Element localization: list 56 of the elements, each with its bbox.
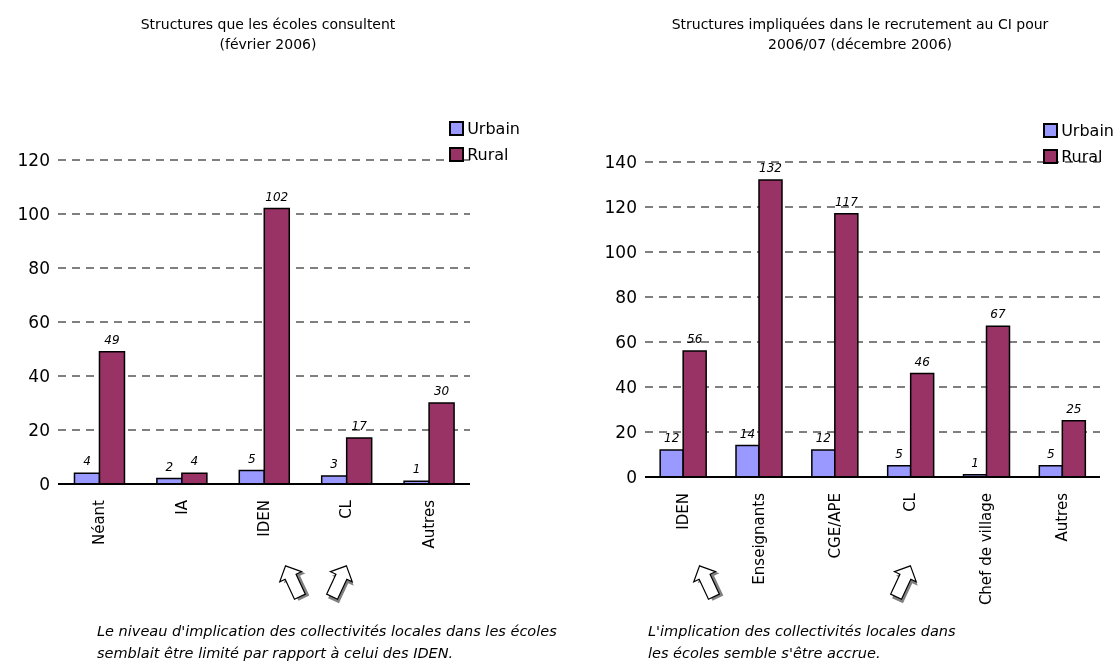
- x-tick-label: IDEN: [673, 493, 692, 530]
- text: Le niveau d'implication des collectivités locales dans les écoles semblait être limité par rapport à celui des IDEN.: [97, 622, 558, 663]
- data-label: 49: [104, 332, 120, 347]
- y-tick-label: 80: [615, 287, 637, 308]
- y-tick-label: 120: [17, 150, 50, 171]
- y-tick-label: 40: [28, 366, 50, 387]
- data-label: 4: [190, 454, 199, 469]
- x-tick-label: CL: [901, 492, 920, 512]
- legend-label: Rural: [1061, 146, 1103, 166]
- y-tick-label: 100: [604, 242, 637, 263]
- x-tick-label: IA: [172, 499, 191, 515]
- y-tick-label: 60: [28, 312, 50, 333]
- legend-label: Urbain: [467, 118, 520, 138]
- y-tick-label: 80: [28, 258, 50, 279]
- data-label: 30: [433, 384, 450, 398]
- data-label: 1: [971, 455, 979, 470]
- data-label: 12: [815, 431, 831, 445]
- x-tick-label: CGE/APE: [825, 493, 844, 559]
- data-label: 56: [687, 332, 703, 346]
- x-tick-label: IDEN: [255, 500, 273, 537]
- y-tick-label: 100: [17, 204, 50, 225]
- y-tick-label: 140: [604, 152, 637, 173]
- y-tick-label: 40: [615, 377, 637, 398]
- data-label: 12: [664, 431, 680, 445]
- y-tick-label: 0: [39, 474, 50, 495]
- x-tick-label: Enseignants: [749, 492, 768, 585]
- y-tick-label: 20: [615, 422, 637, 443]
- y-tick-label: 0: [626, 467, 637, 488]
- text: L'implication des collectivités locales dans les écoles semble s'être accrue.: [648, 622, 957, 663]
- chart-title: Structures que les écoles consultent (février 2006): [139, 15, 397, 54]
- x-tick-label: Autres: [1053, 492, 1072, 542]
- chart-title: Structures impliquées dans le recrutement au CI pour 2006/07 (décembre 2006): [670, 15, 1050, 54]
- data-label: 14: [739, 426, 756, 441]
- data-label: 67: [990, 307, 1006, 322]
- data-label: 5: [895, 446, 903, 461]
- data-label: 132: [759, 161, 782, 175]
- data-label: 25: [1066, 401, 1082, 416]
- x-tick-label: Chef de village: [977, 493, 996, 606]
- data-label: 1: [412, 462, 421, 477]
- data-label: 117: [834, 194, 859, 209]
- data-label: 5: [1047, 446, 1055, 461]
- x-tick-label: Néant: [90, 499, 109, 546]
- legend-label: Urbain: [1061, 120, 1114, 140]
- data-label: 4: [83, 454, 91, 469]
- data-label: 3: [330, 456, 338, 471]
- y-tick-label: 60: [615, 332, 637, 353]
- data-label: 17: [351, 419, 368, 434]
- data-label: 2: [165, 459, 174, 474]
- data-label: 102: [265, 189, 289, 204]
- y-tick-label: 20: [28, 420, 50, 441]
- x-tick-label: CL: [337, 499, 356, 519]
- data-label: 5: [247, 451, 256, 466]
- x-tick-label: Autres: [419, 499, 438, 549]
- data-label: 46: [914, 354, 931, 369]
- legend-label: Rural: [467, 144, 509, 164]
- y-tick-label: 120: [604, 197, 637, 218]
